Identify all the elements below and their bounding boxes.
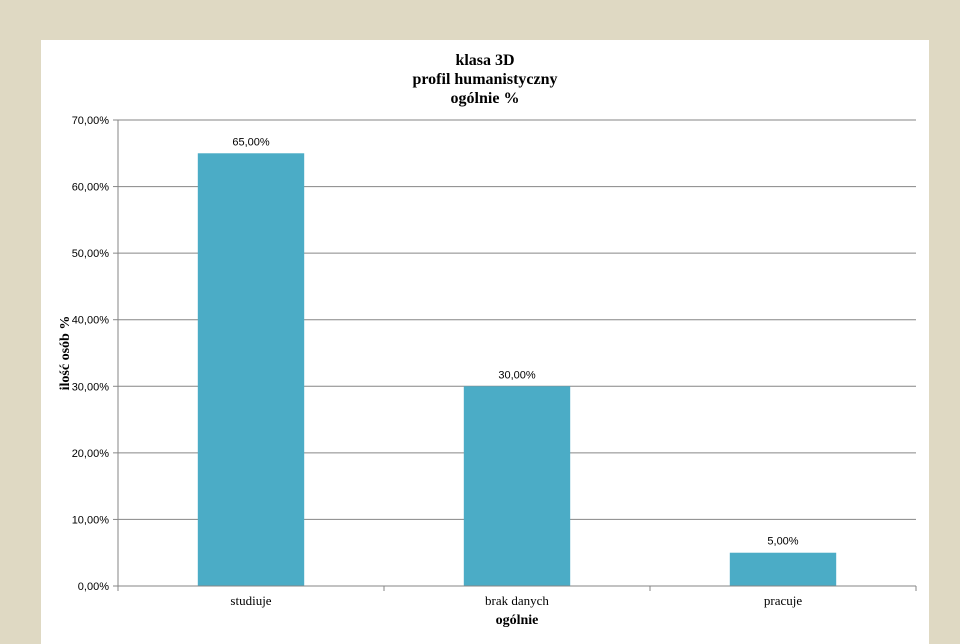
- bar: [463, 386, 571, 586]
- y-tick-label: 30,00%: [72, 381, 110, 393]
- y-tick-label: 10,00%: [72, 514, 110, 526]
- data-label: 65,00%: [232, 136, 270, 148]
- chart-title: klasa 3D profil humanistyczny ogólnie %: [412, 52, 557, 107]
- data-label: 5,00%: [767, 536, 798, 548]
- bar: [197, 153, 305, 587]
- x-axis-title: ogólnie: [496, 613, 539, 628]
- chart-title-line-2: profil humanistyczny: [412, 71, 557, 88]
- y-tick-label: 40,00%: [72, 315, 110, 327]
- x-tick-label: pracuje: [764, 593, 802, 608]
- x-tick-label: studiuje: [230, 593, 271, 608]
- axes: [117, 120, 916, 587]
- chart-title-line-3: ogólnie %: [451, 90, 520, 107]
- y-tick-label: 70,00%: [72, 115, 110, 127]
- bars: [197, 153, 837, 587]
- y-tick-label: 60,00%: [72, 182, 110, 194]
- data-label: 30,00%: [498, 369, 536, 381]
- x-tick-label: brak danych: [485, 593, 549, 608]
- x-axis-ticks: studiuje brak danych pracuje: [117, 586, 917, 608]
- chart-title-line-1: klasa 3D: [455, 52, 514, 69]
- y-tick-label: 50,00%: [72, 248, 110, 260]
- y-axis-ticks: 0,00% 10,00% 20,00% 30,00% 40,00% 50,00% 60,00…: [72, 115, 118, 593]
- data-labels: 65,00% 30,00% 5,00%: [232, 136, 798, 547]
- y-tick-label: 0,00%: [78, 581, 109, 593]
- y-axis-title: ilość osób %: [58, 316, 73, 391]
- y-tick-label: 20,00%: [72, 448, 110, 460]
- bar: [729, 552, 837, 586]
